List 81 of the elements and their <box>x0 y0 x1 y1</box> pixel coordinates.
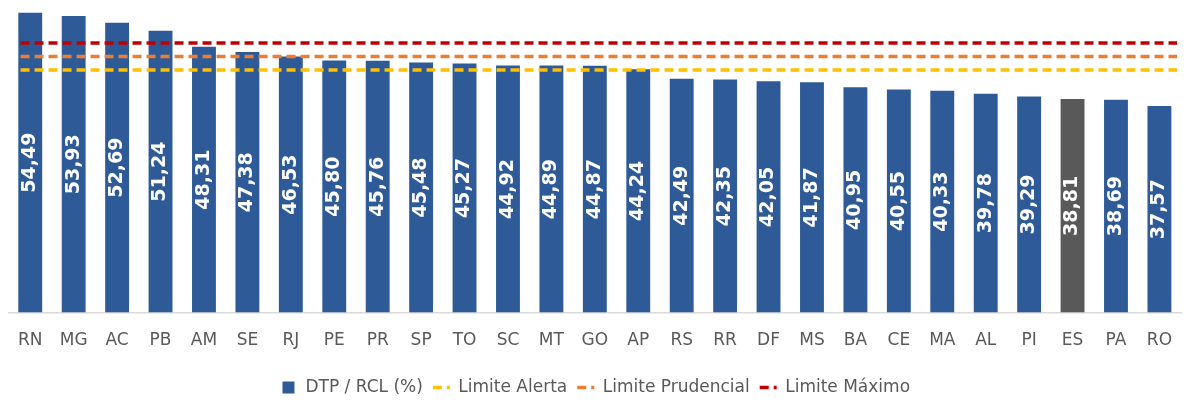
legend-label: DTP / RCL (%) <box>305 375 423 396</box>
data-label: 39,29 <box>1016 174 1039 235</box>
bar <box>800 82 824 313</box>
bar <box>409 62 434 313</box>
data-label: 44,89 <box>538 159 561 220</box>
data-label: 39,78 <box>972 173 995 234</box>
data-label: 42,35 <box>712 166 735 227</box>
legend-label: Limite Prudencial <box>602 375 750 396</box>
x-tick-label: PA <box>1105 329 1127 350</box>
data-label: 52,69 <box>104 137 127 198</box>
x-tick-label: ES <box>1061 329 1084 350</box>
bar <box>539 65 564 313</box>
data-label: 40,55 <box>885 171 908 232</box>
data-label: 45,48 <box>408 157 431 218</box>
x-tick-label: AM <box>190 329 218 350</box>
data-label: 44,87 <box>581 159 604 220</box>
legend-label: Limite Alerta <box>458 375 568 396</box>
data-label: 38,69 <box>1102 176 1125 237</box>
data-label: 48,31 <box>190 149 213 210</box>
bar <box>61 15 86 313</box>
data-label: 51,24 <box>147 141 170 202</box>
x-tick-label: PI <box>1021 329 1037 350</box>
x-tick-label: MG <box>59 329 88 350</box>
bar <box>626 69 651 313</box>
x-tick-label: TO <box>451 329 477 350</box>
x-tick-label: MS <box>799 329 825 350</box>
x-tick-label: SC <box>496 329 520 350</box>
x-tick-label: SE <box>236 329 259 350</box>
x-tick-label: AP <box>627 329 650 350</box>
x-tick-label: PB <box>149 329 172 350</box>
bar <box>843 87 868 313</box>
data-label: 53,93 <box>60 134 83 195</box>
bar <box>18 12 43 313</box>
x-tick-label: AL <box>975 329 997 350</box>
bar <box>105 22 130 313</box>
bar <box>1147 105 1172 313</box>
x-tick-label: PE <box>323 329 345 350</box>
data-label: 40,33 <box>929 171 952 232</box>
x-tick-label: MT <box>538 329 565 350</box>
data-label: 47,38 <box>234 152 257 213</box>
data-label: 45,76 <box>364 156 387 217</box>
bar <box>496 65 520 313</box>
bar <box>1104 99 1128 313</box>
bar <box>713 79 738 313</box>
x-tick-label: RR <box>713 329 738 350</box>
x-tick-label: RJ <box>282 329 300 350</box>
x-tick-label: CE <box>887 329 911 350</box>
data-label: 42,05 <box>755 166 778 227</box>
bar <box>582 65 607 313</box>
bar <box>930 90 955 313</box>
x-tick-label: BA <box>843 329 868 350</box>
x-tick-label: AC <box>105 329 129 350</box>
x-tick-label: MA <box>929 329 956 350</box>
bar <box>365 60 390 313</box>
data-label: 54,49 <box>17 132 40 193</box>
x-tick-label: PR <box>366 329 389 350</box>
bar <box>973 93 998 313</box>
data-label: 46,53 <box>277 154 300 215</box>
data-label: 45,27 <box>451 158 474 219</box>
bar <box>1017 96 1042 313</box>
bar <box>669 78 694 313</box>
bar <box>322 60 347 313</box>
x-tick-label: DF <box>757 329 780 350</box>
data-label: 44,24 <box>625 160 648 221</box>
x-tick-label: SP <box>410 329 432 350</box>
bar <box>192 46 216 313</box>
bar <box>886 89 911 313</box>
data-label: 38,81 <box>1059 175 1082 236</box>
legend-label: Limite Máximo <box>785 375 911 396</box>
data-label: 44,92 <box>494 158 517 220</box>
x-tick-label: RS <box>670 329 693 350</box>
data-label: 42,49 <box>668 165 691 226</box>
bar <box>278 56 303 313</box>
bar <box>235 51 260 313</box>
data-label: 37,57 <box>1146 179 1169 240</box>
x-tick-label: RN <box>17 329 43 350</box>
data-label: 45,80 <box>321 156 344 217</box>
data-label: 40,95 <box>842 169 865 230</box>
data-label: 41,87 <box>798 167 821 228</box>
x-tick-label: RO <box>1146 329 1173 350</box>
x-tick-label: GO <box>581 329 609 350</box>
